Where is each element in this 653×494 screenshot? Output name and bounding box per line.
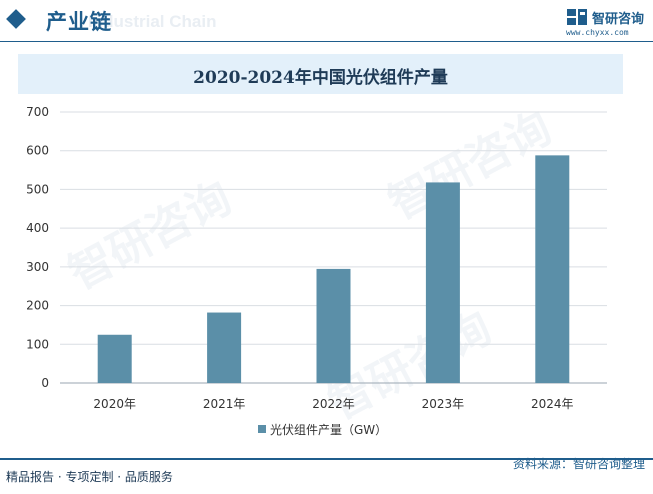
header: Industrial Chain 产业链 智研咨询 www.chyxx.com <box>0 0 653 44</box>
header-watermark: Industrial Chain <box>88 12 217 31</box>
brand-url: www.chyxx.com <box>566 28 629 37</box>
legend-swatch <box>258 425 266 433</box>
footer-source: 资料来源：智研咨询整理 <box>512 457 645 471</box>
y-tick-label: 400 <box>26 221 49 235</box>
y-tick-label: 700 <box>26 105 49 119</box>
y-tick-label: 200 <box>26 299 49 313</box>
brand-logo-icon <box>567 9 587 25</box>
x-tick-label: 2021年 <box>203 397 246 411</box>
x-tick-label: 2022年 <box>312 397 355 411</box>
x-tick-label: 2023年 <box>422 397 465 411</box>
brand-name: 智研咨询 <box>592 12 645 27</box>
footer-divider <box>0 458 653 460</box>
y-tick-label: 0 <box>41 376 49 390</box>
chart-title-band: 2020-2024年中国光伏组件产量 <box>18 54 623 94</box>
legend-label: 光伏组件产量（GW） <box>270 423 387 437</box>
x-tick-label: 2024年 <box>531 397 574 411</box>
footer-slogan: 精品报告 · 专项定制 · 品质服务 <box>6 470 173 484</box>
bar <box>425 182 460 383</box>
bar <box>97 334 132 383</box>
chart-title: 2020-2024年中国光伏组件产量 <box>193 68 448 88</box>
bar <box>316 268 351 383</box>
bar <box>535 155 570 383</box>
y-tick-label: 500 <box>26 182 49 196</box>
x-tick-label: 2020年 <box>93 397 136 411</box>
y-tick-label: 100 <box>26 337 49 351</box>
section-title: 产业链 <box>46 10 112 34</box>
bar <box>207 312 242 383</box>
header-divider <box>0 41 653 42</box>
y-tick-label: 600 <box>26 144 49 158</box>
y-tick-label: 300 <box>26 260 49 274</box>
